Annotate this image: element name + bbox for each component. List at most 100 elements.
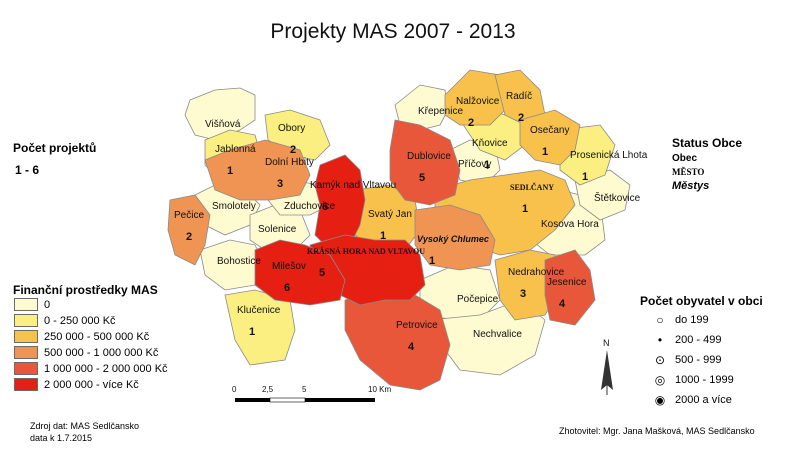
project-count-label: 3	[520, 288, 526, 300]
population-legend-heading: Počet obyvatel v obci	[640, 294, 763, 308]
region-stetkovice	[574, 169, 631, 221]
region-visnova	[184, 87, 256, 141]
finance-legend-item: 2 000 000 - více Kč	[14, 378, 139, 391]
project-count-label: 1	[582, 171, 588, 183]
north-label: N	[603, 338, 610, 348]
municipality-label: Obory	[278, 123, 305, 134]
finance-swatch	[14, 298, 38, 311]
region-vysoky-chlumec	[414, 204, 496, 271]
finance-swatch	[14, 362, 38, 375]
region-jesenice	[544, 249, 596, 326]
municipality-label: Kamýk nad Vltavou	[310, 180, 396, 191]
map-title: Projekty MAS 2007 - 2013	[270, 20, 516, 43]
finance-label: 2 000 000 - více Kč	[44, 378, 139, 391]
municipality-label: Svatý Jan	[368, 209, 412, 220]
finance-swatch	[14, 378, 38, 391]
finance-legend-item: 0 - 250 000 Kč	[14, 314, 116, 327]
project-count-label: 5	[319, 267, 325, 279]
municipality-label: Prosenická Lhota	[570, 150, 648, 161]
population-label: 200 - 499	[675, 334, 722, 346]
project-count-label: 4	[559, 298, 566, 310]
municipality-label: Příčovy	[458, 159, 491, 170]
source-line-1: Zdroj dat: MAS Sedlčansko	[30, 421, 140, 431]
municipality-label: Bohostice	[217, 256, 261, 267]
municipality-label: Křepenice	[418, 106, 463, 117]
municipality-label: Petrovice	[396, 320, 438, 331]
municipality-label: Višňová	[205, 119, 241, 130]
status-legend-heading: Status Obce	[672, 136, 743, 150]
finance-label: 500 000 - 1 000 000 Kč	[44, 346, 159, 359]
scale-bar: 0 2,5 5 10 Km	[232, 385, 391, 403]
population-label: 1000 - 1999	[675, 374, 734, 386]
finance-label: 250 000 - 500 000 Kč	[44, 330, 150, 343]
project-count-label: 6	[284, 282, 290, 294]
dot-in-circle-icon: ⊙	[654, 353, 666, 367]
finance-label: 1 000 000 - 2 000 000 Kč	[44, 362, 168, 375]
municipality-label: SEDLČANY	[510, 182, 554, 192]
open-small-icon: ○	[656, 313, 664, 327]
municipality-label: Jablonná	[215, 144, 256, 155]
finance-label: 0 - 250 000 Kč	[44, 314, 116, 327]
municipality-label: KRÁSNÁ HORA NAD VLTAVOU	[307, 246, 425, 256]
region-milesov	[254, 239, 346, 306]
scale-tick-1: 2,5	[262, 385, 274, 394]
projects-legend-range: 1 - 6	[15, 163, 40, 177]
population-legend-item: ◎ 1000 - 1999	[653, 373, 734, 387]
status-obec: Obec	[672, 153, 698, 164]
north-arrow-icon: N	[601, 338, 613, 395]
scale-tick-0: 0	[232, 385, 237, 394]
municipality-label: Radíč	[506, 91, 532, 102]
municipality-label: Smolotely	[212, 201, 256, 212]
municipality-label: Klučenice	[237, 305, 281, 316]
population-legend-item: ○ do 199	[653, 313, 709, 327]
municipality-label: Zduchovice	[284, 201, 336, 212]
project-count-label: 2	[518, 112, 524, 124]
finance-legend-item: 250 000 - 500 000 Kč	[14, 330, 149, 343]
project-count-label: 1	[227, 165, 233, 177]
project-count-label: 5	[419, 172, 425, 184]
municipality-label: Nedrahovice	[508, 267, 565, 278]
municipality-label: Nechvalice	[473, 329, 522, 340]
finance-legend-item: 500 000 - 1 000 000 Kč	[14, 346, 158, 359]
project-count-label: 1	[542, 146, 548, 158]
project-count-label: 1	[484, 159, 490, 171]
project-count-label: 6	[322, 201, 328, 213]
finance-legend-heading: Finanční prostředky MAS	[13, 283, 158, 297]
scale-tick-2: 5	[302, 385, 307, 394]
double-circle-icon: ◎	[654, 373, 666, 387]
status-mesto: MĚSTO	[672, 167, 705, 177]
region-nalzovice	[444, 69, 506, 126]
bold-circle-dot-icon: ◉	[654, 393, 666, 407]
municipality-label: Vysoký Chlumec	[417, 234, 489, 244]
project-count-label: 4	[408, 341, 415, 353]
municipality-label: Dublovice	[407, 151, 451, 162]
region-osecany	[519, 109, 581, 166]
population-label: do 199	[675, 314, 709, 326]
municipality-label: Kosova Hora	[541, 219, 599, 230]
municipality-label: Jesenice	[547, 277, 587, 288]
project-count-label: 1	[380, 230, 386, 242]
municipality-label: Dolní Hbity	[265, 157, 314, 168]
municipality-label: Pečice	[174, 210, 204, 221]
project-count-label: 1	[522, 203, 528, 215]
finance-swatch	[14, 346, 38, 359]
municipality-label: Milešov	[272, 261, 306, 272]
municipality-label: Kňovice	[472, 138, 508, 149]
project-count-label: 2	[186, 231, 192, 243]
project-count-label: 1	[249, 326, 255, 338]
population-legend-item: • 200 - 499	[653, 333, 722, 347]
finance-label: 0	[44, 298, 51, 311]
author-note: Zhotovitel: Mgr. Jana Mašková, MAS Sedlč…	[559, 426, 755, 436]
project-count-label: 2	[290, 144, 296, 156]
municipality-label: Solenice	[258, 224, 297, 235]
region-klucenice	[224, 289, 296, 366]
region-dublovice	[389, 119, 461, 206]
projects-legend-heading: Počet projektů	[13, 141, 97, 155]
municipality-label: Počepice	[457, 294, 499, 305]
finance-swatch	[14, 330, 38, 343]
status-mestys: Městys	[672, 180, 710, 192]
population-legend-item: ◉ 2000 a více	[653, 393, 732, 407]
project-count-label: 2	[468, 117, 474, 129]
finance-swatch	[14, 314, 38, 327]
